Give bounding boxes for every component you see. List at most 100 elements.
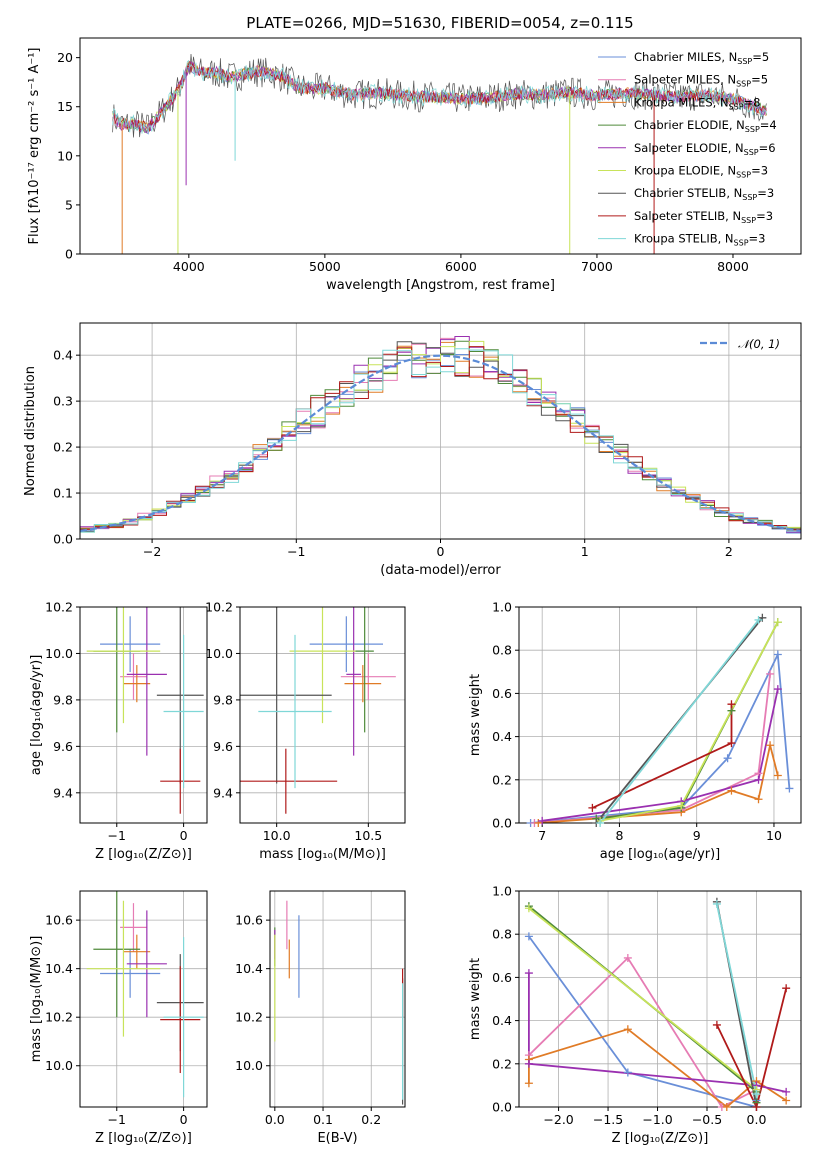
y-tick-label: 10.4 (45, 961, 73, 976)
y-tick-label: 0 (65, 247, 73, 262)
weight-marker (623, 1025, 632, 1034)
legend-entry: Kroupa ELODIE, NSSP=3 (634, 164, 768, 180)
weight-marker (524, 932, 533, 941)
x-tick-label: 0 (180, 828, 188, 843)
x-axis-label: Z [log₁₀(Z/Z⊙)] (95, 1131, 192, 1146)
legend-entry: Salpeter MILES, NSSP=5 (634, 73, 768, 89)
x-axis-label: mass [log₁₀(M/M⊙)] (259, 847, 386, 862)
x-tick-label: −2 (143, 544, 161, 559)
y-tick-label: 0.0 (492, 1100, 512, 1115)
y-tick-label: 0.2 (492, 772, 512, 787)
weight-line (538, 744, 779, 823)
x-tick-label: 0.0 (747, 1112, 767, 1127)
x-tick-label: 6000 (445, 259, 477, 274)
weight-marker (677, 801, 686, 810)
weight-marker (766, 741, 775, 750)
x-tick-label: 2 (725, 544, 733, 559)
normal-curve (80, 354, 801, 532)
panel-age_vs_Z: −1 0 9.4 9.6 9.8 10.0 10.2 Z [log₁₀(Z/Z⊙)] age [… (29, 600, 208, 862)
weight-marker (524, 1059, 533, 1068)
legend-entry: Kroupa MILES, NSSP=8 (634, 95, 760, 111)
axes-frame (79, 322, 802, 540)
x-tick-label: 0 (180, 1112, 188, 1127)
weight-marker (712, 1020, 721, 1029)
y-tick-label: 9.6 (213, 739, 233, 754)
axes-frame (79, 606, 208, 824)
legend-entry: Kroupa STELIB, NSSP=3 (634, 232, 765, 248)
legend-entry: Salpeter ELODIE, NSSP=6 (634, 141, 776, 157)
x-axis-label: wavelength [Angstrom, rest frame] (326, 278, 555, 293)
x-tick-label: 0.0 (265, 1112, 285, 1127)
figure-title: PLATE=0266, MJD=51630, FIBERID=0054, z=0… (246, 14, 633, 32)
weight-marker (712, 899, 721, 908)
x-tick-label: 7 (538, 828, 546, 843)
panel-spectrum: 4000 5000 6000 7000 8000 0 5 10 15 20 wavelength [… (27, 37, 802, 293)
axes-frame (79, 890, 208, 1108)
weight-marker (623, 953, 632, 962)
weight-marker (538, 816, 547, 825)
y-axis-label: mass weight (468, 674, 483, 756)
y-tick-label: 20 (57, 50, 73, 65)
y-tick-label: 9.8 (53, 692, 73, 707)
panel-mass_vs_ebv: 0.0 0.1 0.2 10.0 10.2 10.4 10.6 E(B-V) (235, 890, 406, 1146)
y-tick-label: 0.4 (53, 348, 73, 363)
y-tick-label: 0.4 (492, 729, 512, 744)
panel-residuals: −2 −1 0 1 2 0.0 0.1 0.2 0.3 0.4 (data-model)/error… (23, 322, 802, 578)
weight-line (716, 903, 758, 1095)
y-tick-label: 0.8 (492, 927, 512, 942)
y-tick-label: 0.1 (53, 486, 73, 501)
legend-entry: Chabrier STELIB, NSSP=3 (634, 186, 774, 202)
weight-line (528, 956, 757, 1107)
legend-entry: Chabrier ELODIE, NSSP=4 (634, 118, 777, 134)
x-tick-label: 1 (581, 544, 589, 559)
y-tick-label: 10.6 (235, 913, 263, 928)
y-tick-label: 1.0 (492, 600, 512, 615)
panel-weight_vs_age: 7 8 9 10 0.0 0.2 0.4 0.6 0.8 1.0 age [log₁₀(age/yr… (468, 600, 802, 862)
y-tick-label: 0.0 (492, 816, 512, 831)
y-tick-label: 0.6 (492, 686, 512, 701)
legend-entry: Salpeter STELIB, NSSP=3 (634, 209, 773, 225)
weight-marker (588, 803, 597, 812)
weight-marker (773, 650, 782, 659)
y-tick-label: 10.0 (235, 1058, 263, 1073)
axes-frame (518, 606, 802, 824)
plot-area-age_vs_Z (80, 607, 207, 823)
x-tick-label: −1.0 (642, 1112, 672, 1127)
y-tick-label: 10.0 (205, 646, 233, 661)
weight-marker (524, 904, 533, 913)
weight-marker (727, 739, 736, 748)
y-tick-label: 0.2 (53, 440, 73, 455)
weight-marker (727, 700, 736, 709)
weight-marker (754, 615, 763, 624)
weight-line (528, 907, 758, 1091)
x-tick-label: 0.1 (313, 1112, 333, 1127)
x-axis-label: E(B-V) (317, 1131, 357, 1146)
weight-marker (752, 1090, 761, 1099)
weight-marker (723, 754, 732, 763)
y-tick-label: 15 (57, 99, 73, 114)
axes-frame (518, 890, 802, 1108)
y-tick-label: 0.4 (492, 1013, 512, 1028)
x-tick-label: −1.5 (593, 1112, 623, 1127)
y-tick-label: 9.4 (53, 785, 73, 800)
axes-frame (269, 890, 406, 1108)
x-axis-label: age [log₁₀(age/yr)] (600, 847, 721, 862)
x-tick-label: 8 (615, 828, 623, 843)
y-axis-label: mass [log₁₀(M/M⊙)] (29, 936, 44, 1063)
y-tick-label: 9.8 (213, 692, 233, 707)
y-axis-label: age [log₁₀(age/yr)] (29, 655, 44, 776)
weight-line (542, 688, 779, 822)
weight-marker (766, 669, 775, 678)
plot-area-residuals (80, 323, 801, 539)
weight-marker (773, 618, 782, 627)
x-tick-label: −0.5 (692, 1112, 722, 1127)
y-tick-label: 0.2 (492, 1056, 512, 1071)
weight-line (530, 651, 791, 823)
y-tick-label: 10.6 (45, 913, 73, 928)
x-tick-label: 10.5 (354, 828, 382, 843)
weight-marker (727, 786, 736, 795)
x-tick-label: 4000 (173, 259, 205, 274)
panel-mass_vs_Z: −1 0 10.0 10.2 10.4 10.6 Z [log₁₀(Z/Z⊙)] mass [… (29, 890, 208, 1146)
y-tick-label: 10.2 (235, 1010, 263, 1025)
